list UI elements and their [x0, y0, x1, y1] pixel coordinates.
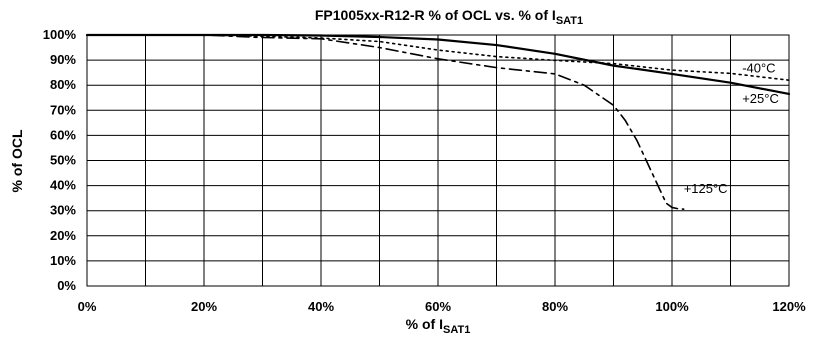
- y-tick-label-90: 90%: [50, 52, 76, 67]
- y-tick-label-60: 60%: [50, 127, 76, 142]
- y-tick-label-80: 80%: [50, 77, 76, 92]
- plot-border: [86, 34, 790, 287]
- annotation-label-0: -40°C: [742, 61, 775, 76]
- y-tick-label-20: 20%: [50, 228, 76, 243]
- x-tick-label-0: 0%: [78, 299, 97, 314]
- x-axis-title-subscript: SAT1: [443, 324, 470, 336]
- y-tick-label-100: 100%: [43, 27, 77, 42]
- y-tick-label-50: 50%: [50, 153, 76, 168]
- x-tick-label-120: 120%: [772, 299, 806, 314]
- x-axis-title: % of ISAT1: [406, 316, 471, 336]
- y-tick-label-10: 10%: [50, 253, 76, 268]
- x-tick-label-60: 60%: [425, 299, 451, 314]
- grid-layer: [86, 34, 790, 287]
- x-tick-label-80: 80%: [542, 299, 568, 314]
- x-tick-label-100: 100%: [655, 299, 689, 314]
- annotation-label-1: +25°C: [742, 91, 779, 106]
- chart-title-subscript: SAT1: [556, 15, 583, 27]
- x-tick-label-40: 40%: [308, 299, 334, 314]
- annotation-label-2: +125°C: [684, 181, 728, 196]
- y-axis-title: % of OCL: [9, 129, 25, 192]
- y-tick-label-30: 30%: [50, 203, 76, 218]
- y-tick-label-40: 40%: [50, 178, 76, 193]
- y-tick-label-70: 70%: [50, 102, 76, 117]
- tick-layer: 0% 10% 20% 30% 40% 50% 60% 70% 80% 90% 100% 0% 20% 40…: [43, 27, 806, 314]
- chart-title-main: FP1005xx-R12-R % of OCL vs. % of I: [315, 7, 556, 23]
- x-axis-title-main: % of I: [406, 316, 443, 332]
- chart-title: FP1005xx-R12-R % of OCL vs. % of ISAT1: [315, 7, 583, 27]
- x-tick-label-20: 20%: [191, 299, 217, 314]
- series-line-2: [86, 34, 685, 210]
- y-tick-label-0: 0%: [57, 278, 76, 293]
- annotation-layer: -40°C +25°C +125°C: [684, 61, 779, 196]
